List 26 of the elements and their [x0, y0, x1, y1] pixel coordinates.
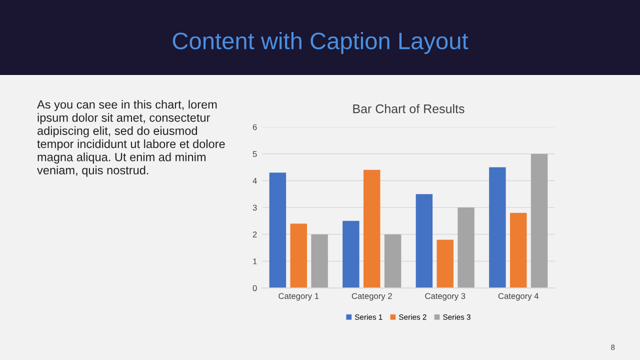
- bar: [416, 194, 433, 288]
- bar: [364, 170, 380, 288]
- x-tick-label: Category 4: [498, 293, 539, 301]
- x-tick-label: Category 1: [278, 293, 319, 301]
- bar: [510, 212, 527, 288]
- text: Content with Caption Layout: [172, 32, 468, 54]
- x-tick-label: Category 3: [425, 293, 466, 301]
- bar: [290, 224, 307, 288]
- y-tick-label: 5: [252, 151, 257, 157]
- y-tick-label: 1: [253, 258, 257, 264]
- bar: [269, 172, 286, 288]
- bar: [311, 234, 328, 288]
- bar: [436, 240, 454, 288]
- x-tick-label: Category 2: [352, 293, 392, 301]
- chart-title: Bar Chart of Results: [353, 104, 464, 114]
- y-tick-label: 2: [252, 232, 257, 238]
- y-tick-label: 4: [252, 178, 257, 184]
- y-tick-label: 0: [252, 285, 257, 292]
- bar: [342, 220, 360, 288]
- y-tick-label: 3: [252, 204, 257, 211]
- bar: [384, 234, 402, 288]
- bar: [530, 154, 548, 288]
- bar: [458, 208, 474, 288]
- text: As you can see in this chart, lorem ipsum dolor sit amet, consectetur adipiscing elit, sed do eiusmod tempor incididunt ut labore et dolore magna aliqua. Ut enim ad minim veniam, quis nostrud.: [37, 100, 225, 177]
- bar: [489, 167, 506, 288]
- y-tick-label: 6: [252, 124, 257, 130]
